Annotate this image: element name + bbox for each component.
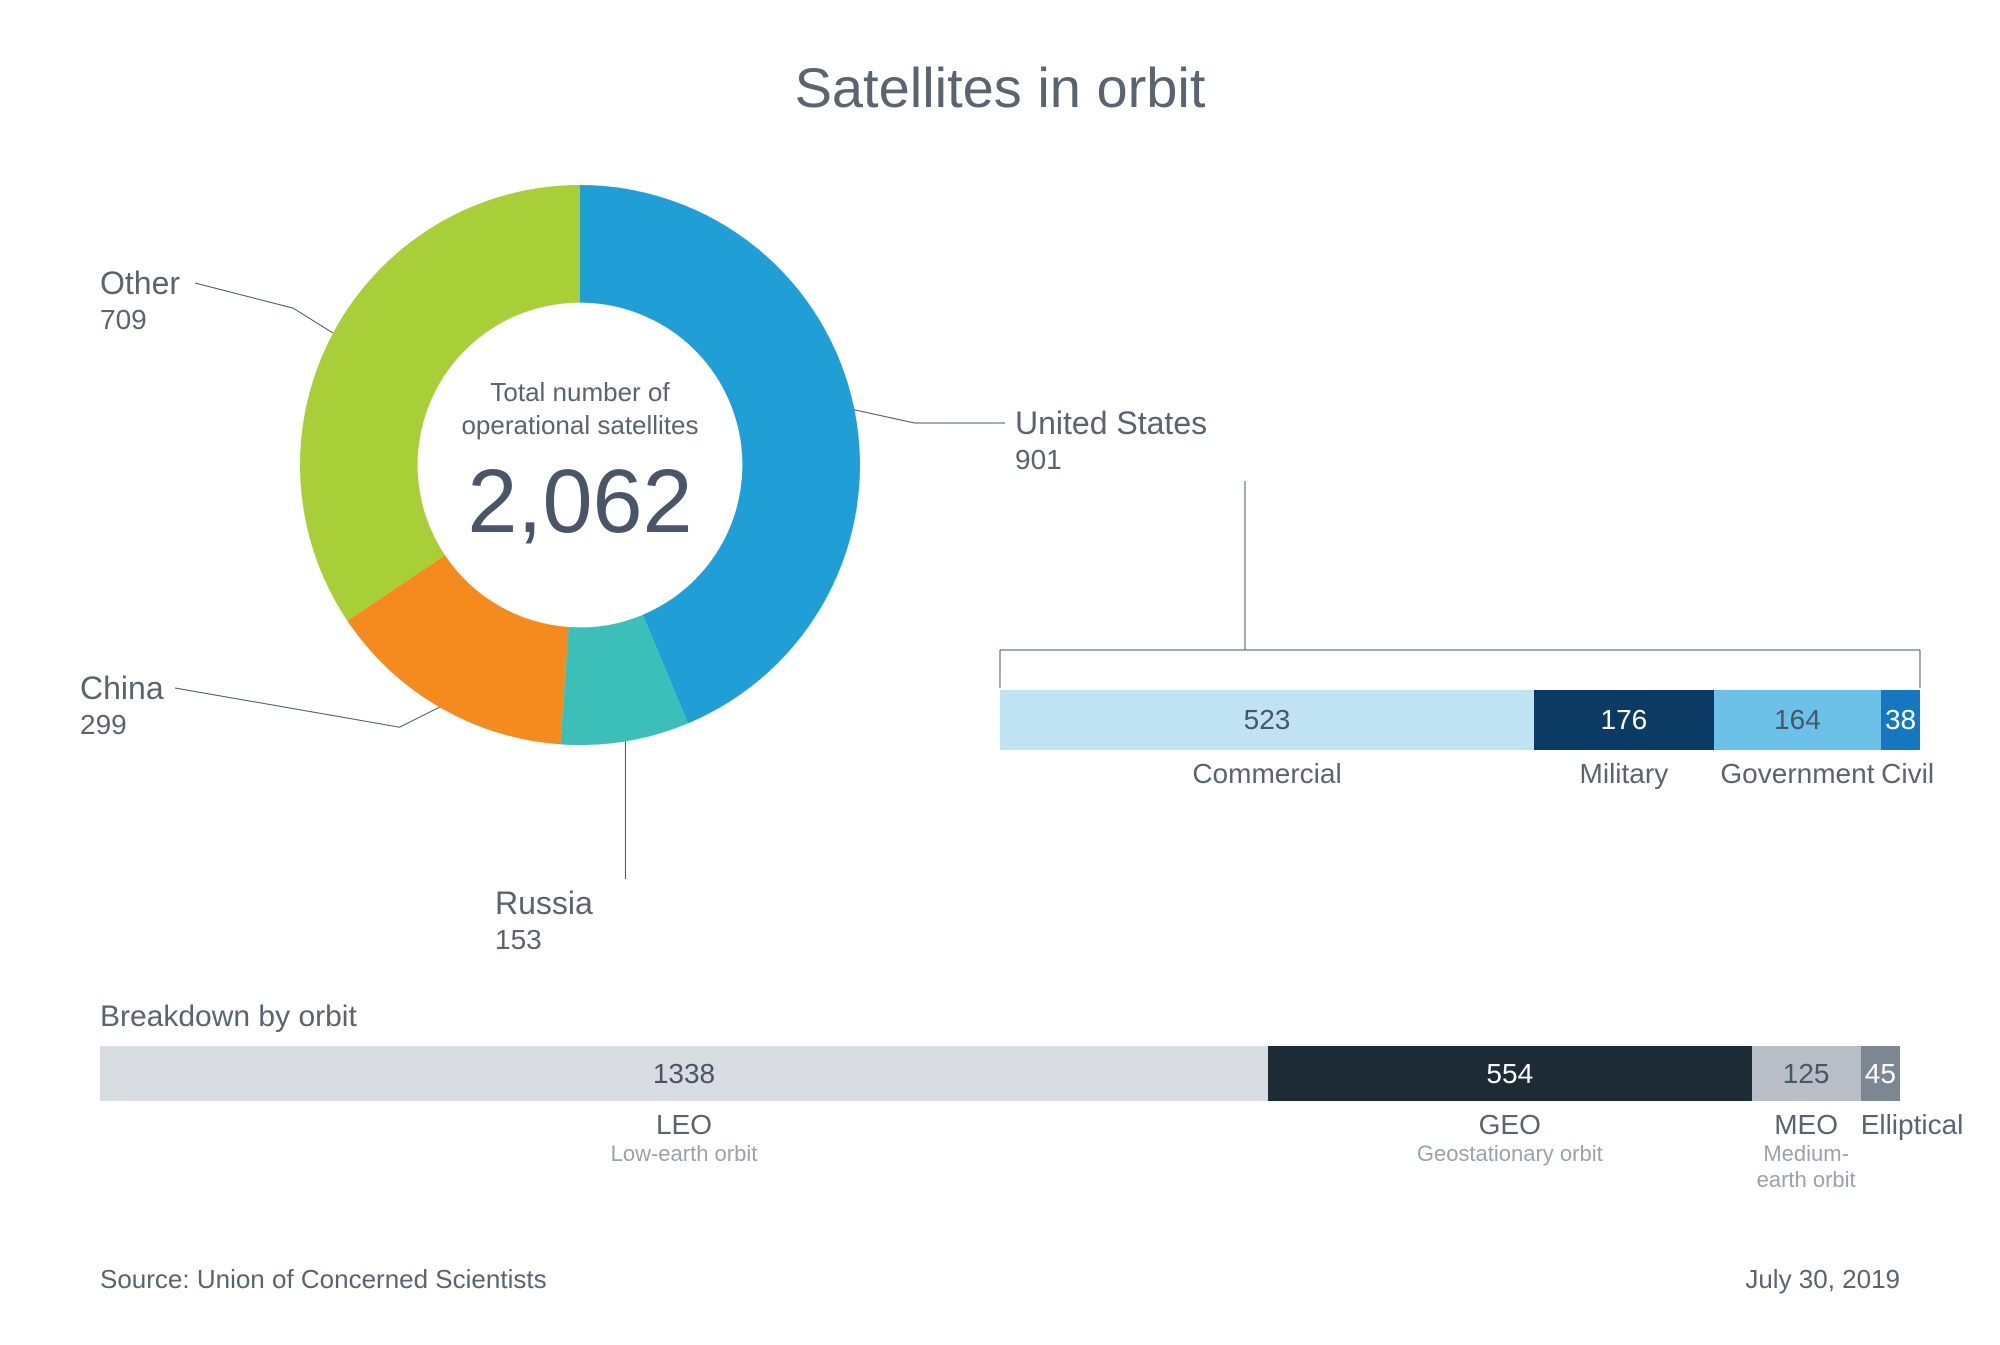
us-seg-civil: 38 bbox=[1881, 690, 1920, 750]
orbit-seg-label-name: MEO bbox=[1752, 1109, 1861, 1141]
orbit-seg-label-leo: LEOLow-earth orbit bbox=[100, 1109, 1268, 1193]
orbit-seg-label-sub: Medium-earth orbit bbox=[1752, 1141, 1861, 1193]
orbit-seg-leo: 1338 bbox=[100, 1046, 1268, 1101]
orbit-seg-label-elliptical: Elliptical bbox=[1861, 1109, 1900, 1193]
orbit-breakdown: Breakdown by orbit 133855412545 LEOLow-e… bbox=[100, 1000, 1900, 1193]
us-seg-military: 176 bbox=[1534, 690, 1714, 750]
callout-china-value: 299 bbox=[80, 709, 164, 741]
callout-china-name: China bbox=[80, 670, 164, 707]
callout-russia-value: 153 bbox=[495, 924, 593, 956]
orbit-breakdown-title: Breakdown by orbit bbox=[100, 1000, 1900, 1034]
orbit-seg-label-meo: MEOMedium-earth orbit bbox=[1752, 1109, 1861, 1193]
orbit-seg-geo: 554 bbox=[1268, 1046, 1752, 1101]
orbit-seg-meo: 125 bbox=[1752, 1046, 1861, 1101]
footer-source: Source: Union of Concerned Scientists bbox=[100, 1264, 547, 1295]
orbit-breakdown-labels: LEOLow-earth orbitGEOGeostationary orbit… bbox=[100, 1109, 1900, 1193]
orbit-breakdown-bar: 133855412545 bbox=[100, 1046, 1900, 1101]
orbit-seg-label-name: Elliptical bbox=[1861, 1109, 1900, 1141]
us-seg-label-military: Military bbox=[1534, 758, 1714, 790]
leader-line bbox=[855, 410, 1005, 423]
callout-russia: Russia 153 bbox=[495, 885, 593, 956]
callout-china: China 299 bbox=[80, 670, 164, 741]
leader-lines bbox=[0, 0, 2000, 1000]
callout-other-name: Other bbox=[100, 265, 180, 302]
orbit-seg-label-name: GEO bbox=[1268, 1109, 1752, 1141]
us-breakdown-labels: CommercialMilitaryGovernmentCivil bbox=[1000, 758, 1920, 790]
callout-other: Other 709 bbox=[100, 265, 180, 336]
callout-us-value: 901 bbox=[1015, 444, 1207, 476]
callout-other-value: 709 bbox=[100, 304, 180, 336]
leader-line bbox=[195, 283, 333, 333]
orbit-seg-label-sub: Low-earth orbit bbox=[100, 1141, 1268, 1167]
us-seg-commercial: 523 bbox=[1000, 690, 1534, 750]
orbit-seg-label-geo: GEOGeostationary orbit bbox=[1268, 1109, 1752, 1193]
callout-russia-name: Russia bbox=[495, 885, 593, 922]
footer-date: July 30, 2019 bbox=[1745, 1264, 1900, 1295]
callout-us: United States 901 bbox=[1015, 405, 1207, 476]
callout-us-name: United States bbox=[1015, 405, 1207, 442]
orbit-seg-elliptical: 45 bbox=[1861, 1046, 1900, 1101]
us-breakdown: 52317616438 CommercialMilitaryGovernment… bbox=[1000, 690, 1920, 790]
us-seg-label-government: Government bbox=[1714, 758, 1881, 790]
orbit-seg-label-name: LEO bbox=[100, 1109, 1268, 1141]
us-seg-government: 164 bbox=[1714, 690, 1881, 750]
us-seg-label-commercial: Commercial bbox=[1000, 758, 1534, 790]
leader-line bbox=[175, 688, 440, 727]
footer: Source: Union of Concerned Scientists Ju… bbox=[100, 1264, 1900, 1295]
us-seg-label-civil: Civil bbox=[1881, 758, 1920, 790]
us-breakdown-bar: 52317616438 bbox=[1000, 690, 1920, 750]
orbit-seg-label-sub: Geostationary orbit bbox=[1268, 1141, 1752, 1167]
